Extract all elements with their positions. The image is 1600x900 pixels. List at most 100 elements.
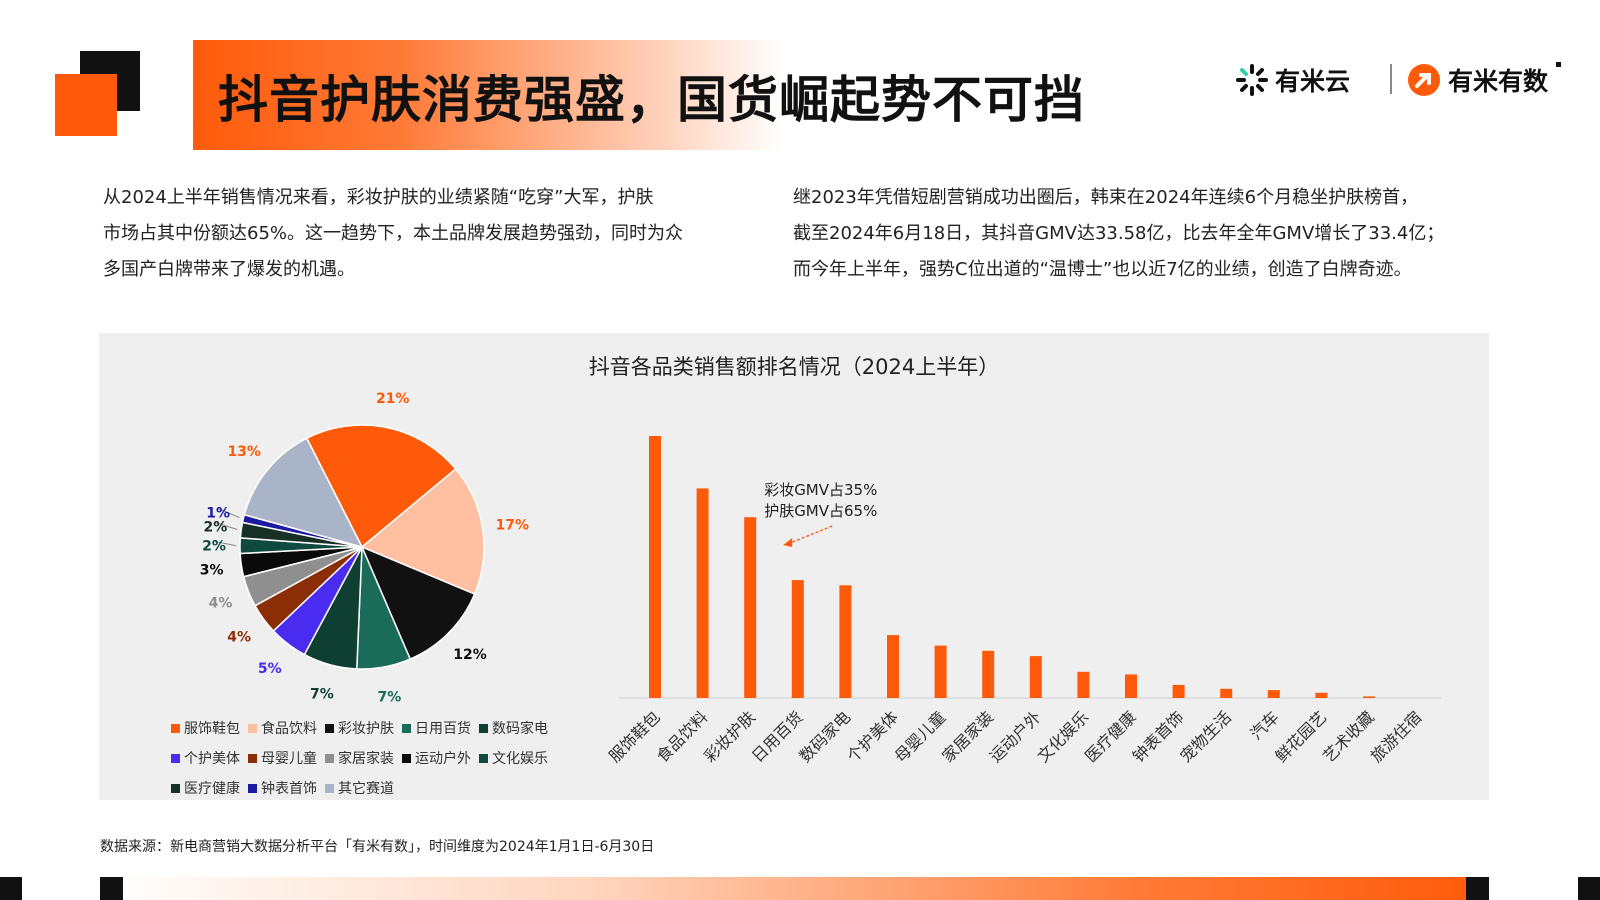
legend-swatch: [171, 753, 180, 763]
legend-swatch: [248, 753, 257, 763]
pie-data-label: 2%: [204, 520, 228, 536]
pie-slice: [305, 424, 457, 549]
legend-label: 彩妆护肤: [338, 721, 394, 737]
pie-data-label: 12%: [453, 647, 487, 663]
bar: [649, 436, 661, 698]
bar: [934, 645, 947, 698]
bar: [982, 650, 995, 698]
pie-slice: [243, 437, 364, 549]
decor-square-orange: [55, 74, 117, 136]
legend-item: 个护美体: [171, 748, 240, 768]
legend-item: 钟表首饰: [248, 778, 317, 798]
intro-right: 继2023年凭借短剧营销成功出圈后，韩束在2024年连续6个月稳坐护肤榜首， 截…: [793, 180, 1513, 288]
legend-swatch: [479, 753, 488, 763]
legend-label: 日用百货: [415, 721, 471, 737]
chart-panel: 抖音各品类销售额排名情况（2024上半年） 21% 17% 12% 7% 7% 5% 4% 4…: [99, 333, 1489, 800]
chart-canvas: 21%17%12%7%7%5%4%4%3%2%2%1%13%服饰鞋包食品饮料彩妆…: [200, 391, 1441, 766]
legend-item: 服饰鞋包: [171, 718, 240, 738]
bar-category-label: 鲜花园艺: [1272, 707, 1331, 766]
intro-right-line: 而今年上半年，强势C位出道的“温博士”也以近7亿的业绩，创造了白牌奇迹。: [793, 259, 1412, 280]
legend-item: 日用百货: [402, 718, 471, 738]
intro-left-line: 市场占其中份额达65%。这一趋势下，本土品牌发展趋势强劲，同时为众: [103, 223, 684, 244]
legend-label: 医疗健康: [184, 781, 240, 797]
legend-swatch: [402, 723, 411, 733]
pie-data-label: 13%: [227, 444, 261, 460]
bar: [1029, 656, 1042, 698]
legend-item: 运动户外: [402, 748, 471, 768]
legend-item: 彩妆护肤: [325, 718, 394, 738]
bar-annotation-text: 彩妆GMV占35%: [764, 481, 877, 499]
bar-category-label: 日用百货: [748, 707, 807, 766]
legend-label: 钟表首饰: [261, 781, 317, 797]
pie-leader-line: [217, 508, 240, 519]
pie-leader-line: [213, 540, 237, 547]
bar-annotation-arrowhead: [783, 538, 793, 547]
legend-label: 其它赛道: [338, 781, 394, 797]
bar-category-label: 钟表首饰: [1129, 707, 1188, 766]
intro-right-line: 截至2024年6月18日，其抖音GMV达33.58亿，比去年全年GMV增长了33…: [793, 223, 1445, 244]
pie-slice: [360, 545, 476, 661]
brand-youmiyun-text: 有米云: [1275, 67, 1351, 96]
legend-label: 运动户外: [415, 751, 471, 767]
bar-category-label: 艺术收藏: [1319, 707, 1378, 766]
bar-annotation-arrow: [789, 525, 833, 544]
legend-swatch: [248, 783, 257, 793]
pie-data-label: 4%: [209, 596, 233, 612]
pie-data-label: 3%: [200, 563, 224, 579]
legend-label: 家居家装: [338, 751, 394, 767]
pie-data-label: 2%: [202, 538, 226, 554]
bar-category-label: 服饰鞋包: [605, 707, 664, 766]
legend-swatch: [325, 753, 334, 763]
pie-data-label: 7%: [310, 687, 334, 703]
intro-left-line: 从2024上半年销售情况来看，彩妆护肤的业绩紧随“吃穿”大军，护肤: [103, 187, 654, 208]
legend-item: 食品饮料: [248, 718, 317, 738]
bar-category-label: 旅游住宿: [1367, 707, 1426, 766]
legend-label: 母婴儿童: [261, 751, 317, 767]
pie-data-label: 1%: [206, 506, 230, 522]
youmiyun-logo-icon: [1236, 64, 1268, 96]
bar-category-label: 母婴儿童: [891, 707, 950, 766]
legend-item: 数码家电: [479, 718, 548, 738]
legend-swatch: [325, 783, 334, 793]
legend-item: 母婴儿童: [248, 748, 317, 768]
legend-label: 数码家电: [492, 721, 548, 737]
legend-label: 服饰鞋包: [184, 721, 240, 737]
bar: [887, 635, 899, 698]
bar: [1172, 684, 1185, 698]
bar: [791, 580, 804, 698]
pie-data-label: 7%: [378, 690, 402, 706]
bar-category-label: 文化娱乐: [1034, 707, 1093, 766]
brand-dot: [1556, 62, 1561, 67]
legend-swatch: [248, 723, 257, 733]
legend-item: 医疗健康: [171, 778, 240, 798]
legend-label: 食品饮料: [261, 721, 317, 737]
bar-category-label: 食品饮料: [653, 707, 712, 766]
pie-data-label: 4%: [227, 630, 251, 646]
intro-left-line: 多国产白牌带来了爆发的机遇。: [103, 259, 355, 280]
footer-bar: [100, 877, 1489, 900]
chart-title: 抖音各品类销售额排名情况（2024上半年）: [588, 355, 1000, 379]
legend-row: 个护美体 母婴儿童 家居家装 运动户外 文化娱乐: [171, 743, 591, 773]
footer-cap-right: [1466, 877, 1489, 900]
brand-youmiyoushu-text: 有米有数: [1448, 67, 1549, 96]
legend-row: 医疗健康 钟表首饰 其它赛道: [171, 773, 591, 803]
intro-left: 从2024上半年销售情况来看，彩妆护肤的业绩紧随“吃穿”大军，护肤 市场占其中份…: [103, 180, 743, 288]
brand-separator: [1390, 64, 1392, 94]
pie-data-label: 21%: [376, 391, 410, 407]
bar: [696, 488, 709, 698]
page-title: 抖音护肤消费强盛，国货崛起势不可挡: [218, 71, 1085, 129]
footer-cap-left: [100, 877, 123, 900]
bar-category-label: 医疗健康: [1081, 707, 1140, 766]
title-band: [193, 40, 783, 150]
legend-label: 个护美体: [184, 751, 240, 767]
legend-swatch: [402, 753, 411, 763]
pie-data-label: 5%: [258, 661, 282, 677]
bar-category-label: 汽车: [1247, 707, 1283, 743]
legend-swatch: [325, 723, 334, 733]
pie-leader-line: [215, 522, 238, 530]
bar: [1077, 671, 1090, 698]
pie-legend: 服饰鞋包 食品饮料 彩妆护肤 日用百货 数码家电 个护美体 母婴儿童 家居家装 运动户外 文化娱乐…: [171, 713, 591, 803]
pie-slice: [360, 467, 485, 595]
legend-item: 其它赛道: [325, 778, 394, 798]
bar-category-label: 个护美体: [843, 707, 902, 766]
